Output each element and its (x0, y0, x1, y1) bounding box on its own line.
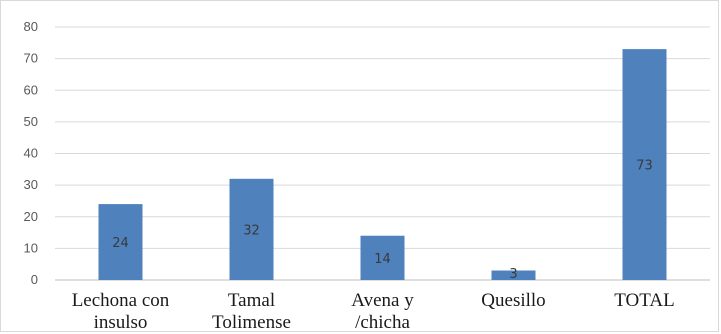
x-tick-label: TOTAL (614, 290, 674, 311)
x-tick-label: Quesillo (481, 290, 545, 311)
bars (98, 49, 667, 281)
data-label: 14 (374, 252, 391, 267)
data-label: 32 (243, 223, 260, 238)
x-tick-label: Tolimense (212, 312, 291, 333)
x-tick-label: Tamal (228, 290, 275, 311)
y-tick-label: 0 (31, 272, 38, 287)
data-labels: 24 32 14 3 73 (112, 159, 653, 282)
data-label: 73 (636, 159, 653, 174)
bar (622, 49, 667, 281)
data-label: 24 (112, 236, 129, 251)
bar (491, 270, 536, 280)
x-tick-label: insulso (94, 312, 148, 333)
bar (229, 178, 274, 280)
y-tick-label: 80 (24, 19, 38, 34)
y-tick-label: 30 (24, 177, 38, 192)
y-tick-label: 20 (24, 209, 38, 224)
y-tick-label: 40 (24, 146, 38, 161)
bar (98, 204, 143, 280)
bar (360, 235, 405, 280)
gridlines (55, 26, 710, 281)
x-tick-label: Lechona con (72, 290, 170, 311)
y-tick-label: 10 (24, 240, 38, 255)
x-tick-label: /chicha (355, 312, 410, 333)
y-tick-label: 60 (24, 82, 38, 97)
x-tick-label: Avena y (351, 290, 414, 311)
data-label: 3 (509, 267, 517, 282)
y-tick-label: 50 (24, 114, 38, 129)
y-axis-ticks: 0 10 20 30 40 50 60 70 80 (24, 19, 38, 287)
y-tick-label: 70 (24, 51, 38, 66)
